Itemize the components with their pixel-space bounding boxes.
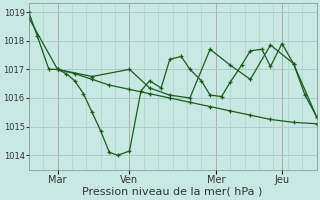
X-axis label: Pression niveau de la mer( hPa ): Pression niveau de la mer( hPa ) xyxy=(83,187,263,197)
